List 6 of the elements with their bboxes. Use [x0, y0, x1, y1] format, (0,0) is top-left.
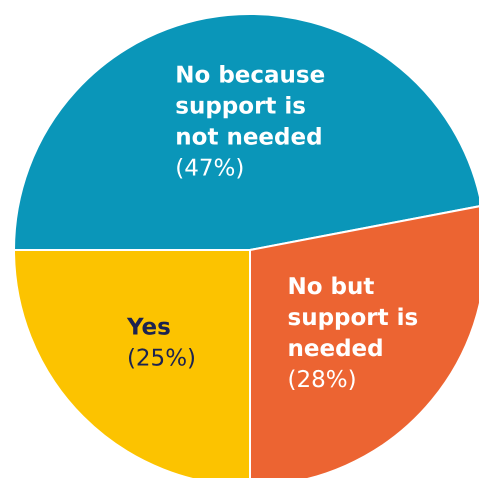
data-label: (28%)	[288, 367, 357, 394]
slice-label: No but support is needed	[288, 274, 418, 362]
data-label: (25%)	[126, 345, 196, 372]
slice-label: No because support is not needed	[175, 62, 326, 150]
slice-label: Yes	[126, 314, 171, 340]
data-label: (47%)	[175, 155, 244, 182]
